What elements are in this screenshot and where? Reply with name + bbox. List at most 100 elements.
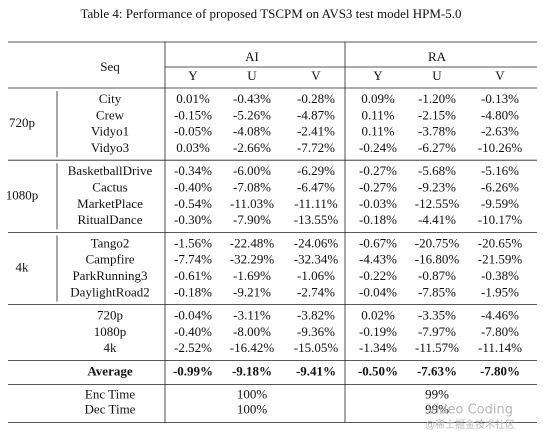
cell: -3.35%	[418, 308, 456, 323]
cell: 0.11%	[361, 107, 394, 122]
cell: -10.26%	[478, 140, 523, 155]
cell: -3.82%	[297, 308, 335, 323]
header-group: AI	[245, 49, 259, 64]
cell: -1.20%	[418, 91, 456, 106]
cell: -15.05%	[294, 340, 339, 355]
row-name: Crew	[96, 107, 125, 122]
header-channel: Y	[188, 68, 198, 83]
cell: -7.97%	[418, 324, 456, 339]
cell: -3.11%	[233, 308, 271, 323]
row-name: RitualDance	[78, 212, 143, 227]
cell: -9.41%	[296, 363, 336, 378]
row-name: 1080p	[94, 324, 127, 339]
cell: -4.80%	[481, 107, 519, 122]
cell: -7.80%	[480, 363, 520, 378]
cell: -5.16%	[481, 163, 519, 178]
cell: -11.14%	[478, 340, 522, 355]
cell: -7.80%	[481, 324, 519, 339]
cell: -0.87%	[418, 268, 456, 283]
cell: -0.50%	[358, 363, 398, 378]
cell: -0.04%	[359, 284, 397, 299]
cell: -3.78%	[418, 124, 456, 139]
cell: -4.43%	[359, 252, 397, 267]
row-name: Vidyo1	[91, 124, 129, 139]
row-name: Average	[87, 363, 132, 378]
header-channel: V	[495, 68, 505, 83]
cell: -9.59%	[481, 196, 519, 211]
row-name: Dec Time	[85, 401, 136, 416]
cell: -11.57%	[415, 340, 459, 355]
cell: -7.85%	[418, 284, 456, 299]
cell: -10.17%	[478, 212, 523, 227]
cell: -7.72%	[297, 140, 335, 155]
cell: 0.11%	[361, 124, 394, 139]
cell: -0.99%	[173, 363, 213, 378]
row-name: 720p	[97, 308, 123, 323]
cell: -4.41%	[418, 212, 456, 227]
cell: -0.15%	[174, 107, 212, 122]
cell: -0.13%	[481, 91, 519, 106]
cell: 0.09%	[361, 91, 395, 106]
cell: -16.80%	[415, 252, 460, 267]
row-name: 4k	[104, 340, 118, 355]
cell: -0.38%	[481, 268, 519, 283]
cell: -24.06%	[294, 235, 339, 250]
row-name: Campfire	[85, 252, 134, 267]
cell: -0.03%	[359, 196, 397, 211]
cell: -0.28%	[297, 91, 335, 106]
row-name: Vidyo3	[91, 140, 129, 155]
section-label: 1080p	[6, 187, 39, 202]
cell: -9.21%	[233, 284, 271, 299]
cell: -0.40%	[174, 324, 212, 339]
cell: -0.43%	[233, 91, 271, 106]
header-channel: Y	[373, 68, 383, 83]
row-name: Cactus	[92, 179, 127, 194]
cell: -0.27%	[359, 179, 397, 194]
cell: -1.34%	[359, 340, 397, 355]
cell: -32.29%	[230, 252, 275, 267]
header-group: RA	[428, 49, 447, 64]
cell: 0.03%	[176, 140, 210, 155]
cell: -2.15%	[418, 107, 456, 122]
cell: -9.18%	[232, 363, 272, 378]
cell: -11.03%	[230, 196, 274, 211]
header-channel: U	[432, 68, 442, 83]
cell: -22.48%	[230, 235, 275, 250]
cell: -9.36%	[297, 324, 335, 339]
cell: -7.63%	[417, 363, 457, 378]
cell: -1.56%	[174, 235, 212, 250]
cell: -6.47%	[297, 179, 335, 194]
cell: -0.27%	[359, 163, 397, 178]
cell: -0.19%	[359, 324, 397, 339]
cell: -0.18%	[359, 212, 397, 227]
row-name: City	[99, 91, 122, 106]
row-name: ParkRunning3	[72, 268, 147, 283]
cell: -8.00%	[233, 324, 271, 339]
row-name: Tango2	[91, 235, 130, 250]
cell: -0.67%	[359, 235, 397, 250]
cell: -7.90%	[233, 212, 271, 227]
section-label: 720p	[9, 115, 35, 130]
cell: -6.27%	[418, 140, 456, 155]
cell: -13.55%	[294, 212, 339, 227]
cell: 99%	[425, 386, 449, 401]
cell: -1.95%	[481, 284, 519, 299]
cell: -0.05%	[174, 124, 212, 139]
cell: -2.74%	[297, 284, 335, 299]
row-name: DaylightRoad2	[70, 284, 149, 299]
cell: -7.74%	[174, 252, 212, 267]
cell: -2.63%	[481, 124, 519, 139]
cell: -16.42%	[230, 340, 275, 355]
cell: -4.46%	[481, 308, 519, 323]
cell: -5.26%	[233, 107, 271, 122]
cell: -6.00%	[233, 163, 271, 178]
cell: 0.01%	[176, 91, 210, 106]
cell: -4.87%	[297, 107, 335, 122]
cell: -6.29%	[297, 163, 335, 178]
watermark: Video Coding	[427, 403, 513, 418]
cell: -9.23%	[418, 179, 456, 194]
row-name: BasketballDrive	[68, 163, 153, 178]
cell: -32.34%	[294, 252, 339, 267]
cell: -11.11%	[294, 196, 338, 211]
cell: -5.68%	[418, 163, 456, 178]
